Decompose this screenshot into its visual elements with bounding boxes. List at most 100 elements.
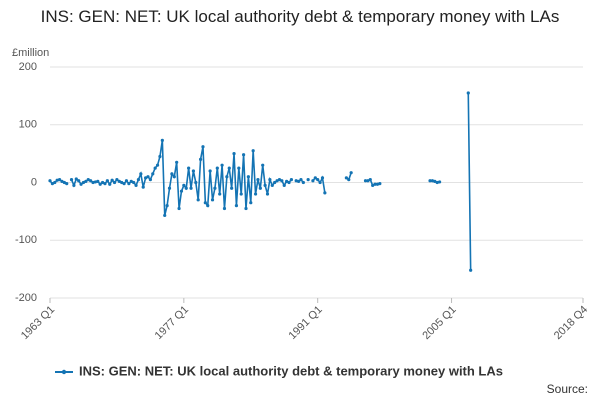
data-point <box>289 178 294 182</box>
data-point <box>115 178 119 182</box>
data-point <box>69 178 74 182</box>
data-point <box>363 179 368 183</box>
data-point <box>89 179 93 183</box>
data-point <box>270 183 274 187</box>
data-point <box>48 179 52 183</box>
x-tick-label: 2005 Q1 <box>420 304 458 342</box>
data-point <box>275 179 279 183</box>
y-tick-label: 200 <box>19 61 37 73</box>
data-point <box>93 180 98 184</box>
data-point <box>368 178 372 182</box>
data-point <box>120 180 124 185</box>
chart-title: INS: GEN: NET: UK local authority debt &… <box>40 7 560 26</box>
data-point <box>136 178 141 182</box>
data-point <box>373 182 377 186</box>
data-point <box>249 201 253 205</box>
data-point <box>371 183 375 187</box>
data-point <box>117 179 121 183</box>
data-point <box>57 178 62 182</box>
data-point <box>206 204 210 208</box>
data-point <box>230 186 234 190</box>
data-point <box>170 172 174 176</box>
data-point <box>251 149 255 153</box>
data-point <box>160 138 164 142</box>
data-point <box>72 183 76 187</box>
data-point <box>134 183 138 187</box>
data-point <box>86 178 90 182</box>
data-point <box>232 152 236 156</box>
data-point <box>237 166 241 170</box>
data-point <box>344 176 348 180</box>
data-point <box>201 145 205 149</box>
legend-label: INS: GEN: NET: UK local authority debt &… <box>79 363 503 378</box>
data-point <box>306 178 310 182</box>
data-point <box>222 206 227 211</box>
data-point <box>155 163 160 167</box>
data-point <box>435 180 439 185</box>
data-point <box>158 154 162 159</box>
data-point <box>246 175 250 179</box>
data-point <box>124 179 129 183</box>
data-point <box>62 180 66 185</box>
data-point <box>189 186 193 190</box>
data-point <box>50 182 54 186</box>
y-tick-label: 0 <box>31 176 37 188</box>
data-point <box>268 178 272 182</box>
data-point <box>146 175 150 179</box>
data-point <box>98 182 102 186</box>
data-point <box>172 175 176 179</box>
x-tick-label: 1977 Q1 <box>153 304 191 342</box>
data-point <box>265 192 270 196</box>
x-tick-label: 1991 Q1 <box>287 304 325 342</box>
y-tick-label: -100 <box>15 234 37 246</box>
data-point <box>132 180 136 185</box>
data-point <box>318 180 322 185</box>
y-axis-label: £million <box>12 47 49 59</box>
data-point <box>220 163 224 167</box>
data-point <box>100 180 105 185</box>
y-tick-label: -200 <box>15 292 37 304</box>
data-point <box>213 186 217 190</box>
data-point <box>277 178 282 182</box>
data-point <box>55 178 59 182</box>
data-point <box>258 186 262 190</box>
data-point <box>77 179 81 183</box>
data-point <box>244 206 248 211</box>
data-point <box>366 179 370 183</box>
data-point <box>301 180 305 185</box>
data-point <box>103 182 107 186</box>
data-point <box>323 191 327 195</box>
data-point <box>53 180 57 185</box>
data-point <box>215 166 219 170</box>
data-point <box>198 157 203 161</box>
data-point <box>239 192 243 196</box>
data-point <box>108 182 112 186</box>
data-point <box>349 171 353 175</box>
data-point <box>165 204 169 208</box>
data-point <box>263 183 267 187</box>
data-point <box>253 192 258 196</box>
data-point <box>175 160 179 164</box>
data-point <box>122 182 126 186</box>
data-point <box>184 186 188 190</box>
data-point <box>196 198 200 202</box>
data-point <box>287 180 291 185</box>
data-point <box>313 176 317 180</box>
data-point <box>127 182 131 186</box>
data-point <box>148 178 152 182</box>
data-point <box>225 175 229 179</box>
source: Source: <box>547 382 588 396</box>
data-point <box>273 180 277 185</box>
legend-marker <box>61 369 67 375</box>
data-point <box>282 183 286 187</box>
data-point <box>74 177 78 181</box>
x-tick-label: 1963 Q1 <box>19 304 57 342</box>
data-point <box>311 179 315 183</box>
data-line <box>49 92 472 271</box>
data-point <box>163 213 167 218</box>
data-point <box>227 166 231 170</box>
data-point <box>182 183 186 187</box>
data-point <box>316 178 320 182</box>
